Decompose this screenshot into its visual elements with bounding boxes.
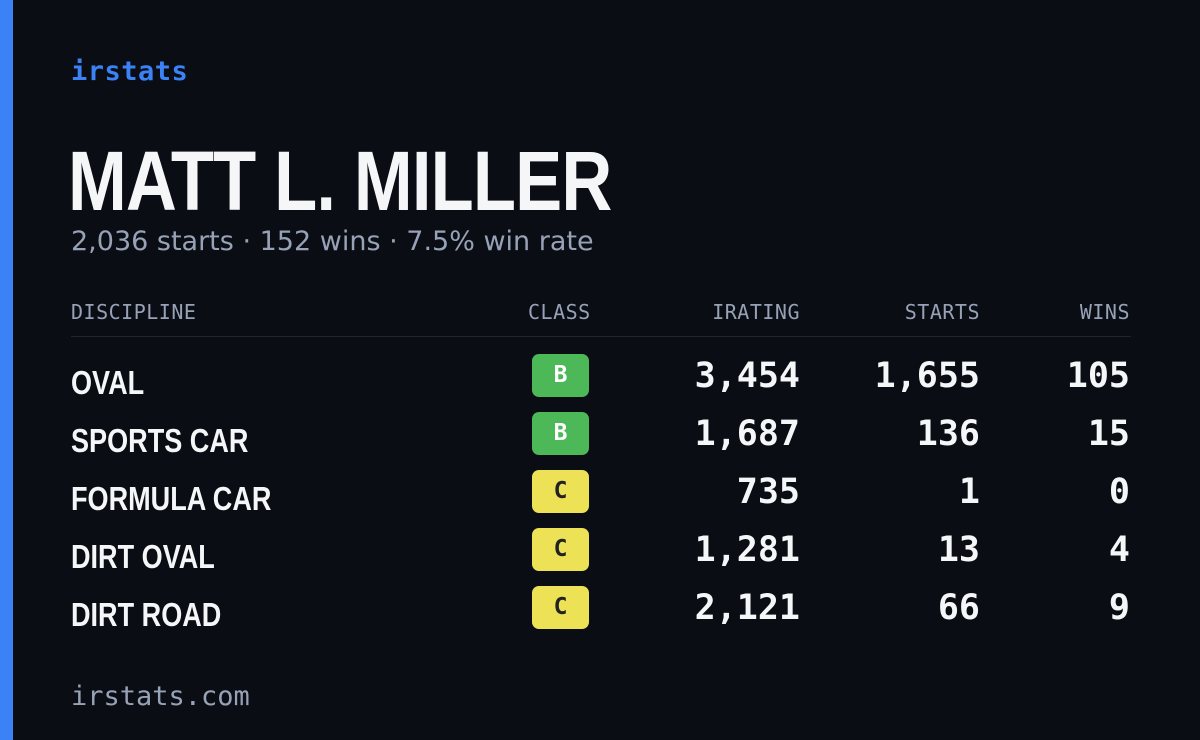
irating-value: 735 [736,472,800,512]
header-irating: IRATING [712,300,800,324]
license-class-badge: C [532,586,589,629]
header-wins: WINS [1079,300,1130,324]
discipline-name: OVAL [71,364,145,401]
discipline-name: DIRT OVAL [71,538,215,575]
irating-value: 1,281 [694,530,800,570]
summary-separator: · [389,226,398,257]
irating-value: 2,121 [694,588,800,628]
discipline-name: DIRT ROAD [71,596,222,633]
driver-name: MATT L. MILLER [68,134,612,228]
wins-summary: 152 wins [259,226,381,257]
starts-value: 136 [916,414,980,454]
header-class: CLASS [528,300,591,324]
summary-separator: · [242,226,252,257]
starts-value: 1,655 [874,356,980,396]
wins-value: 105 [1066,356,1130,396]
win-rate-summary: 7.5% win rate [406,226,594,257]
starts-value: 13 [937,530,980,570]
starts-summary: 2,036 starts [71,226,234,257]
accent-bar [0,0,13,740]
irating-value: 1,687 [694,414,800,454]
header-discipline: DISCIPLINE [71,300,197,324]
brand-logo: irstats [71,56,189,87]
table-row: DIRT OVAL C 1,281 13 4 [71,524,1131,582]
footer-url[interactable]: irstats.com [71,681,250,712]
starts-value: 1 [958,472,980,512]
discipline-name: FORMULA CAR [71,480,272,517]
license-class-badge: B [532,412,589,455]
wins-value: 15 [1087,414,1130,454]
license-class-badge: C [532,528,589,571]
table-row: SPORTS CAR B 1,687 136 15 [71,408,1131,466]
table-row: FORMULA CAR C 735 1 0 [71,466,1131,524]
discipline-table: OVAL B 3,454 1,655 105 SPORTS CAR B 1,68… [71,350,1131,640]
license-class-badge: B [532,354,589,397]
wins-value: 4 [1108,530,1130,570]
header-starts: STARTS [904,300,980,324]
wins-value: 0 [1108,472,1130,512]
license-class-badge: C [532,470,589,513]
table-row: OVAL B 3,454 1,655 105 [71,350,1131,408]
driver-summary: 2,036 starts · 152 wins · 7.5% win rate [71,226,594,257]
wins-value: 9 [1108,588,1130,628]
irating-value: 3,454 [694,356,800,396]
table-row: DIRT ROAD C 2,121 66 9 [71,582,1131,640]
starts-value: 66 [937,588,980,628]
discipline-name: SPORTS CAR [71,422,249,459]
table-header: DISCIPLINE CLASS IRATING STARTS WINS [71,300,1131,337]
